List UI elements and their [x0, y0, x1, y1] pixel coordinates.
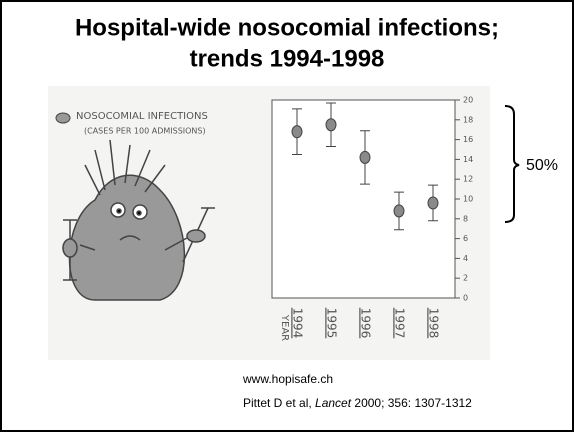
y-tick-label: 12: [463, 175, 473, 184]
y-tick-label: 4: [463, 254, 468, 263]
data-point: [360, 151, 370, 163]
y-tick-label: 14: [463, 155, 473, 164]
y-tick-label: 18: [463, 115, 473, 124]
legend-swatch: [56, 113, 70, 123]
annotation: 50%: [526, 157, 558, 174]
data-point: [292, 126, 302, 138]
y-tick-label: 8: [463, 214, 468, 223]
x-tick-label: 1997: [393, 308, 407, 339]
slide: Hospital-wide nosocomial infections; tre…: [0, 0, 574, 432]
data-point: [428, 197, 438, 209]
x-tick-label: 1998: [427, 308, 441, 339]
slide-title: trends 1994-1998: [190, 45, 385, 72]
legend-label: (CASES PER 100 ADMISSIONS): [84, 127, 206, 136]
x-axis-label: YEAR: [279, 314, 290, 341]
slide-title: Hospital-wide nosocomial infections;: [75, 14, 499, 41]
legend-label: NOSOCOMIAL INFECTIONS: [76, 111, 208, 122]
y-tick-label: 20: [463, 96, 473, 105]
y-tick-label: 2: [463, 274, 468, 283]
y-tick-label: 6: [463, 234, 468, 243]
citation-text: Pittet D et al,: [243, 396, 315, 410]
x-tick-label: 1994: [291, 308, 305, 339]
y-tick-label: 0: [463, 294, 468, 303]
citation: Pittet D et al, Lancet 2000; 356: 1307-1…: [243, 396, 472, 410]
source: www.hopisafe.ch: [242, 372, 333, 386]
x-tick-label: 1995: [325, 308, 339, 339]
data-point: [326, 119, 336, 131]
citation-text: 2000; 356: 1307-1312: [351, 396, 472, 410]
y-tick-label: 16: [463, 135, 473, 144]
y-tick-label: 10: [463, 195, 473, 204]
data-point: [394, 205, 404, 217]
x-tick-label: 1996: [359, 308, 373, 339]
citation-journal: Lancet: [315, 396, 352, 410]
